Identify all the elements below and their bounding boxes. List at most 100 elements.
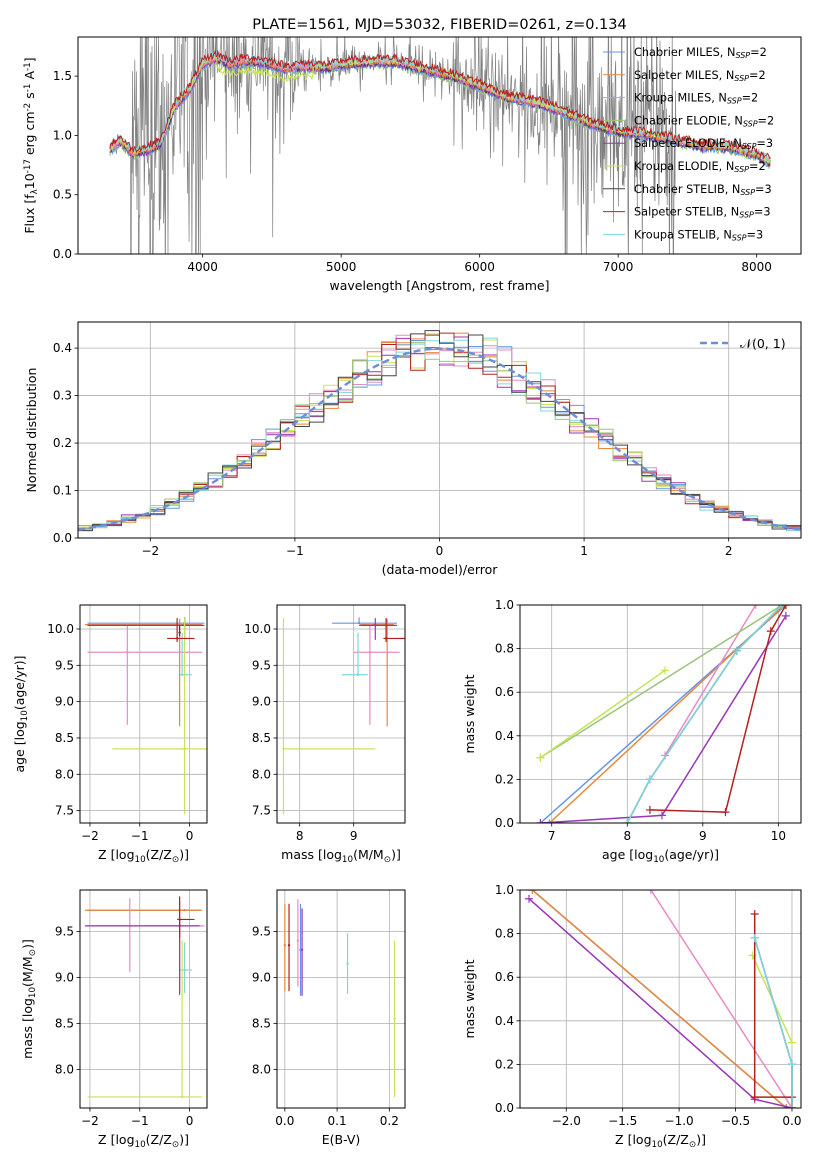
weight-marker [778, 605, 787, 609]
y-tick-label: 8.5 [252, 1016, 271, 1030]
y-tick-label: 8.5 [252, 731, 271, 745]
y-tick-label: 9.5 [252, 658, 271, 672]
weight-marker [645, 775, 654, 784]
weight-marker [766, 627, 775, 636]
x-tick-label: 0 [436, 544, 444, 558]
x-tick-label: −1 [131, 829, 149, 843]
model-spectrum-5 [109, 55, 771, 165]
y-tick-label: 9.0 [252, 695, 271, 709]
y-tick-label: 0.2 [53, 436, 72, 450]
legend-entry: Kroupa MILES, NSSP=2 [634, 92, 758, 106]
legend-entry: Salpeter MILES, NSSP=2 [634, 69, 766, 83]
y-tick-label: 0.8 [495, 927, 514, 941]
weight-marker [525, 894, 534, 903]
y-tick-label: 9.5 [252, 924, 271, 938]
legend-entry: 𝒩(0, 1) [740, 336, 786, 351]
weight-line-6 [539, 669, 666, 759]
y-tick-label: 8.0 [252, 767, 271, 781]
y-tick-label: 0.4 [495, 1014, 514, 1028]
panel-3: −2 −1 0 7.5 8.0 8.5 9.0 9.5 10.0 Z [log10(Z/Z⊙)] a… [12, 604, 208, 865]
weight-marker [750, 909, 759, 918]
weight-marker [661, 666, 670, 675]
plot-area [109, 37, 771, 254]
x-tick-label: −2 [81, 1114, 99, 1128]
y-tick-label: 0.2 [495, 772, 514, 786]
data-point [178, 631, 181, 634]
weight-marker [528, 890, 537, 894]
y-tick-label: 0.5 [53, 188, 72, 202]
weight-line-3 [650, 890, 793, 1108]
panel-7: 0.0 0.1 0.2 8.0 8.5 9.0 9.5 E(B-V) [252, 889, 406, 1147]
y-tick-label: 9.5 [55, 924, 74, 938]
y-tick-label: 0.0 [495, 816, 514, 830]
weight-marker [536, 819, 545, 823]
x-tick-label: 0.1 [328, 1114, 347, 1128]
x-tick-label: −1.5 [608, 1114, 637, 1128]
x-tick-label: −1.0 [665, 1114, 694, 1128]
y-tick-label: 0.1 [53, 484, 72, 498]
data-point [296, 939, 300, 942]
weight-marker [536, 753, 545, 762]
axes-frame [77, 36, 802, 255]
y-tick-label: 0.0 [495, 1101, 514, 1115]
y-axis-label: mass weight [462, 959, 477, 1038]
data-point [357, 621, 361, 625]
y-tick-label: 10.0 [244, 622, 271, 636]
weight-marker [646, 890, 655, 894]
x-tick-label: 8 [296, 829, 304, 843]
y-tick-label: 0.3 [53, 389, 72, 403]
weight-marker [750, 933, 759, 942]
x-tick-label: 8 [623, 829, 631, 843]
data-point [183, 968, 186, 972]
y-axis-label: mass [log10(M/M⊙)] [20, 939, 38, 1059]
weight-line-6 [753, 937, 793, 1108]
x-axis-label: Z [log10(Z/Z⊙)] [615, 1132, 706, 1150]
x-tick-label: 8000 [741, 260, 772, 274]
x-axis-label: age [log10(age/yr)] [602, 847, 719, 865]
x-tick-label: −0.5 [721, 1114, 750, 1128]
weight-marker [782, 1104, 791, 1108]
legend-entry: Chabrier ELODIE, NSSP=2 [634, 114, 774, 128]
legend: 𝒩(0, 1) [700, 336, 786, 351]
y-tick-label: 0.6 [495, 970, 514, 984]
y-tick-label: 0.4 [495, 729, 514, 743]
x-tick-label: 1 [580, 544, 588, 558]
weight-marker [750, 1093, 759, 1102]
weight-line-8 [753, 937, 793, 1108]
x-tick-label: 9 [350, 829, 358, 843]
weight-marker [787, 1038, 796, 1047]
plot-area [525, 890, 796, 1108]
legend-entry: Chabrier STELIB, NSSP=3 [634, 183, 772, 197]
legend-entry: Kroupa ELODIE, NSSP=2 [634, 160, 766, 174]
panel-5: 7 8 9 10 0.0 0.2 0.4 0.6 0.8 1.0 age [log10(age/yr… [462, 598, 802, 865]
x-axis-label: wavelength [Angstrom, rest frame] [329, 278, 549, 293]
data-point [178, 918, 181, 921]
data-point [175, 637, 179, 640]
panel-2: −2 −1 0 1 2 0.0 0.1 0.2 0.3 0.4 (data-model)/error… [24, 321, 802, 577]
y-axis-label: Normed distribution [24, 368, 39, 493]
y-tick-label: 1.0 [495, 883, 514, 897]
y-tick-label: 8.5 [55, 1016, 74, 1030]
y-tick-label: 0.0 [53, 247, 72, 261]
x-axis-label: Z [log10(Z/Z⊙)] [98, 847, 189, 865]
y-tick-label: 8.0 [55, 1062, 74, 1076]
weight-line-3 [664, 605, 757, 756]
data-point [287, 943, 291, 947]
weight-marker [787, 1104, 796, 1108]
weight-line-8 [649, 605, 787, 813]
data-point [183, 747, 186, 751]
axes-frame [276, 604, 406, 824]
weight-line-7 [626, 605, 783, 823]
axes-frame [79, 889, 208, 1109]
data-point [384, 637, 388, 640]
plot-area [84, 617, 207, 815]
weight-line-4 [539, 605, 783, 759]
legend: Chabrier MILES, NSSP=2 Salpeter MILES, NS… [603, 46, 774, 242]
plot-area [282, 617, 405, 815]
weight-line-9 [626, 605, 783, 823]
normal-curve [78, 347, 801, 531]
x-tick-label: 0.0 [782, 1114, 801, 1128]
plot-area [283, 899, 396, 1097]
weight-marker [645, 805, 654, 814]
